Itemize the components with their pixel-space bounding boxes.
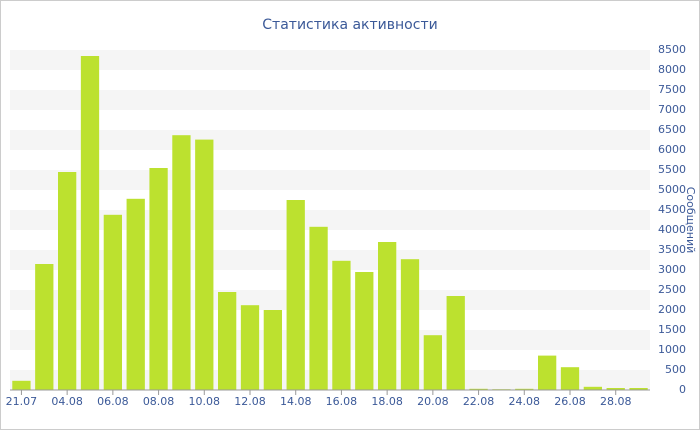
y-tick-label: 6500 xyxy=(658,123,686,136)
grid-band xyxy=(10,290,650,310)
y-tick-label: 2500 xyxy=(658,283,686,296)
y-tick-label: 7500 xyxy=(658,83,686,96)
bar xyxy=(126,198,145,390)
x-tick-label: 28.08 xyxy=(600,395,632,408)
x-tick-label: 20.08 xyxy=(417,395,449,408)
y-tick-label: 4500 xyxy=(658,203,686,216)
x-tick-label: 04.08 xyxy=(51,395,83,408)
y-axis-label: Сообщений xyxy=(684,187,697,254)
bar xyxy=(446,296,465,390)
bar xyxy=(240,305,260,390)
x-tick-label: 06.08 xyxy=(97,395,129,408)
bar xyxy=(378,242,397,390)
y-tick-label: 4000 xyxy=(658,223,686,236)
chart-title: Статистика активности xyxy=(262,17,437,33)
bar xyxy=(583,386,602,390)
bar xyxy=(172,135,191,390)
y-tick-label: 5000 xyxy=(658,183,686,196)
bar xyxy=(309,226,328,390)
bar xyxy=(263,310,282,390)
x-tick-label: 24.08 xyxy=(509,395,541,408)
x-tick-label: 10.08 xyxy=(189,395,221,408)
bar xyxy=(332,260,351,390)
x-tick-label: 16.08 xyxy=(326,395,358,408)
grid-band xyxy=(10,170,650,190)
x-tick-label: 14.08 xyxy=(280,395,312,408)
y-tick-label: 500 xyxy=(665,363,686,376)
bar xyxy=(103,214,122,390)
bar xyxy=(149,168,168,390)
x-tick-label: 08.08 xyxy=(143,395,175,408)
grid-band xyxy=(10,370,650,390)
bar xyxy=(35,264,54,390)
x-tick-label: 12.08 xyxy=(234,395,266,408)
bar xyxy=(606,388,625,390)
bar xyxy=(560,367,580,390)
bar xyxy=(515,388,534,390)
bar xyxy=(12,380,31,390)
x-tick-label: 18.08 xyxy=(371,395,403,408)
grid-band xyxy=(10,250,650,270)
bar xyxy=(400,259,420,390)
plot-background xyxy=(10,50,650,390)
grid-band xyxy=(10,130,650,150)
bar xyxy=(195,139,214,390)
bar xyxy=(355,272,374,390)
y-tick-label: 3000 xyxy=(658,263,686,276)
bar xyxy=(629,388,648,390)
grid-band xyxy=(10,90,650,110)
bar xyxy=(538,355,557,390)
x-tick-label: 22.08 xyxy=(463,395,495,408)
grid-band xyxy=(10,330,650,350)
bar xyxy=(423,335,442,390)
y-tick-label: 1000 xyxy=(658,343,686,356)
x-tick-label: 26.08 xyxy=(554,395,586,408)
y-tick-label: 3500 xyxy=(658,243,686,256)
x-tick-label: 21.07 xyxy=(6,395,38,408)
y-tick-label: 6000 xyxy=(658,143,686,156)
y-tick-label: 7000 xyxy=(658,103,686,116)
y-tick-label: 8000 xyxy=(658,63,686,76)
bar xyxy=(80,56,100,390)
grid-band xyxy=(10,210,650,230)
y-tick-label: 1500 xyxy=(658,323,686,336)
grid-band xyxy=(10,50,650,70)
bar xyxy=(58,172,77,390)
y-tick-label: 8500 xyxy=(658,43,686,56)
y-tick-label: 5500 xyxy=(658,163,686,176)
bar xyxy=(469,388,488,390)
y-tick-label: 2000 xyxy=(658,303,686,316)
bar xyxy=(218,292,237,390)
y-tick-label: 0 xyxy=(679,383,686,396)
bar xyxy=(286,200,305,390)
